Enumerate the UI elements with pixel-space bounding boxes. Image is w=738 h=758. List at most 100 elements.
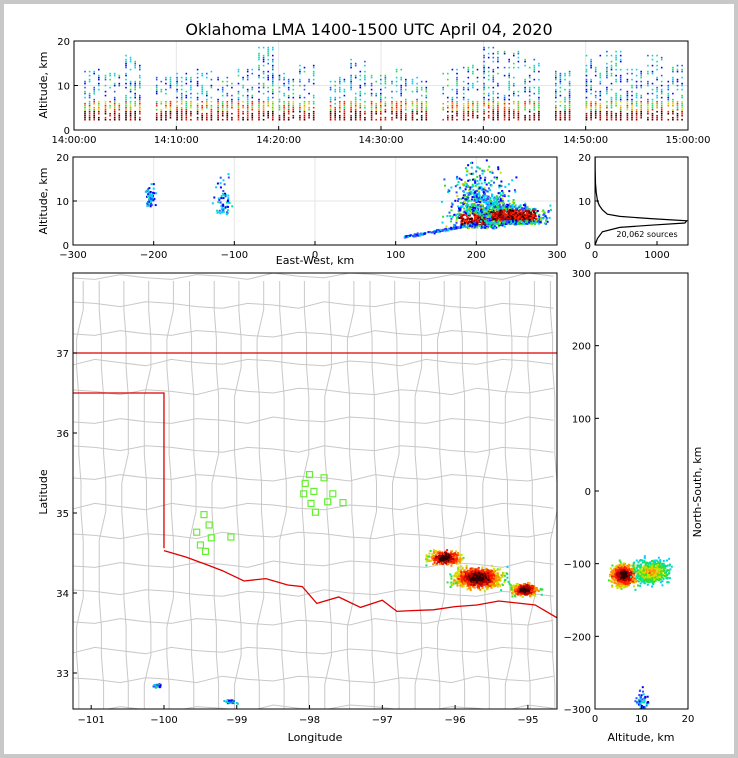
source-mark <box>118 104 121 107</box>
source-mark <box>619 104 622 107</box>
source-mark <box>502 214 505 217</box>
source-mark <box>262 108 265 111</box>
source-mark <box>258 86 260 89</box>
source-mark <box>165 76 167 79</box>
source-mark <box>405 108 407 111</box>
source-mark <box>504 221 507 224</box>
source-mark <box>350 78 352 81</box>
source-mark <box>411 80 414 83</box>
source-mark <box>155 90 158 93</box>
source-mark <box>599 94 602 97</box>
source-mark <box>267 114 269 117</box>
source-mark <box>585 64 588 67</box>
source-mark <box>456 213 459 216</box>
source-mark <box>489 199 492 202</box>
source-mark <box>524 114 526 117</box>
source-mark <box>146 202 149 205</box>
source-mark <box>222 179 225 182</box>
source-mark <box>220 208 223 211</box>
source-mark <box>405 104 407 107</box>
source-mark <box>474 215 476 218</box>
source-mark <box>508 108 510 111</box>
source-mark <box>528 88 531 91</box>
source-mark <box>218 209 221 212</box>
source-mark <box>479 209 482 212</box>
source-mark <box>555 96 557 99</box>
source-mark <box>391 102 393 105</box>
source-mark <box>517 90 520 93</box>
source-mark <box>460 221 463 224</box>
source-mark <box>139 66 141 69</box>
source-mark <box>513 84 515 87</box>
source-mark <box>610 74 613 77</box>
source-mark <box>473 586 476 589</box>
source-mark <box>125 60 127 63</box>
source-mark <box>564 100 566 103</box>
source-mark <box>555 116 557 119</box>
source-mark <box>545 217 548 220</box>
source-mark <box>329 118 332 121</box>
source-mark <box>380 98 382 101</box>
source-mark <box>425 104 428 107</box>
source-mark <box>517 114 520 117</box>
source-mark <box>104 94 107 97</box>
source-mark <box>660 106 663 109</box>
source-mark <box>635 114 638 117</box>
source-mark <box>354 62 357 65</box>
source-mark <box>139 80 141 83</box>
source-mark <box>676 68 679 71</box>
source-mark <box>364 70 366 73</box>
source-mark <box>635 74 638 77</box>
source-mark <box>400 116 402 119</box>
source-mark <box>492 92 495 95</box>
source-mark <box>464 582 467 585</box>
source-mark <box>468 172 471 175</box>
source-mark <box>118 82 121 85</box>
source-mark <box>450 220 452 223</box>
source-mark <box>511 208 514 211</box>
source-mark <box>489 573 491 576</box>
source-mark <box>278 78 281 81</box>
source-mark <box>196 96 199 99</box>
source-mark <box>585 100 588 103</box>
source-mark <box>272 80 274 83</box>
source-mark <box>88 118 91 121</box>
source-mark <box>450 577 453 580</box>
source-mark <box>465 226 468 229</box>
source-mark <box>672 108 674 111</box>
state-border-panhandle <box>73 392 165 549</box>
source-mark <box>460 217 462 220</box>
source-mark <box>420 80 423 83</box>
source-mark <box>450 205 453 208</box>
source-mark <box>590 116 592 119</box>
source-mark <box>524 221 527 224</box>
source-mark <box>494 584 497 587</box>
source-mark <box>502 215 505 218</box>
source-mark <box>521 215 524 218</box>
source-mark <box>481 576 483 579</box>
source-mark <box>472 84 474 87</box>
source-mark <box>635 80 638 83</box>
source-mark <box>125 108 127 111</box>
source-mark <box>484 189 487 192</box>
source-mark <box>206 118 208 121</box>
source-mark <box>221 102 224 105</box>
source-mark <box>139 94 141 97</box>
source-mark <box>246 76 249 79</box>
altitude-axis-tick-label: 20 <box>57 37 70 48</box>
source-mark <box>599 72 602 75</box>
source-mark <box>444 228 447 231</box>
source-mark <box>513 90 515 93</box>
source-mark <box>113 108 116 111</box>
source-mark <box>262 118 265 121</box>
source-mark <box>568 98 571 101</box>
source-mark <box>258 64 260 67</box>
source-mark <box>467 114 470 117</box>
source-mark <box>93 116 95 119</box>
source-mark <box>176 82 178 85</box>
source-mark <box>487 102 490 105</box>
source-mark <box>476 104 479 107</box>
source-mark <box>480 572 483 575</box>
county-boundary <box>549 281 557 709</box>
